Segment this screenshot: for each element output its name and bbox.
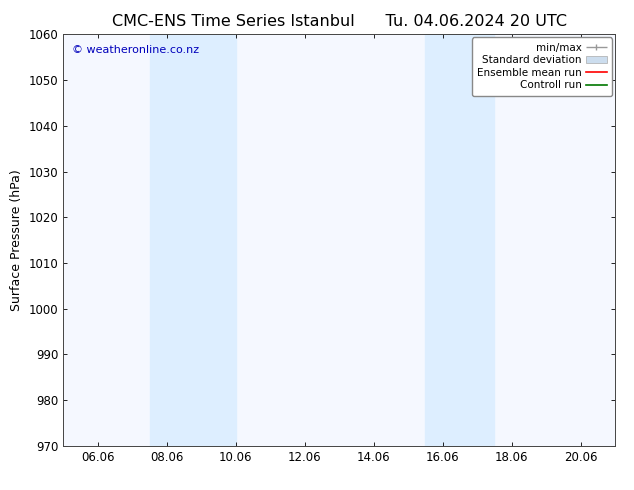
Title: CMC-ENS Time Series Istanbul      Tu. 04.06.2024 20 UTC: CMC-ENS Time Series Istanbul Tu. 04.06.2… — [112, 14, 567, 29]
Legend: min/max, Standard deviation, Ensemble mean run, Controll run: min/max, Standard deviation, Ensemble me… — [472, 37, 612, 96]
Bar — [150, 34, 236, 446]
Bar — [425, 34, 495, 446]
Text: © weatheronline.co.nz: © weatheronline.co.nz — [72, 45, 199, 54]
Y-axis label: Surface Pressure (hPa): Surface Pressure (hPa) — [10, 169, 23, 311]
